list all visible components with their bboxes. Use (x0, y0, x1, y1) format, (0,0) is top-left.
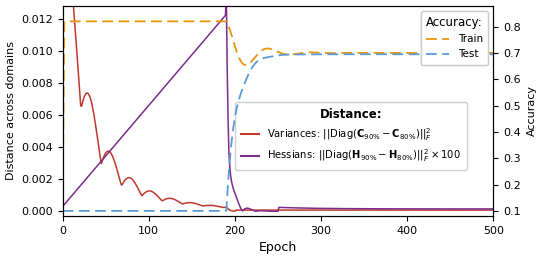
Y-axis label: Distance across domains: Distance across domains (5, 41, 16, 180)
Y-axis label: Accuracy: Accuracy (526, 85, 537, 136)
Legend: Variances: $||\mathrm{Diag}(\mathbf{C}_{90\%} - \mathbf{C}_{80\%})||_F^2$, Hessi: Variances: $||\mathrm{Diag}(\mathbf{C}_{… (235, 102, 467, 171)
X-axis label: Epoch: Epoch (259, 242, 297, 255)
Legend: Train, Test: Train, Test (421, 11, 488, 64)
